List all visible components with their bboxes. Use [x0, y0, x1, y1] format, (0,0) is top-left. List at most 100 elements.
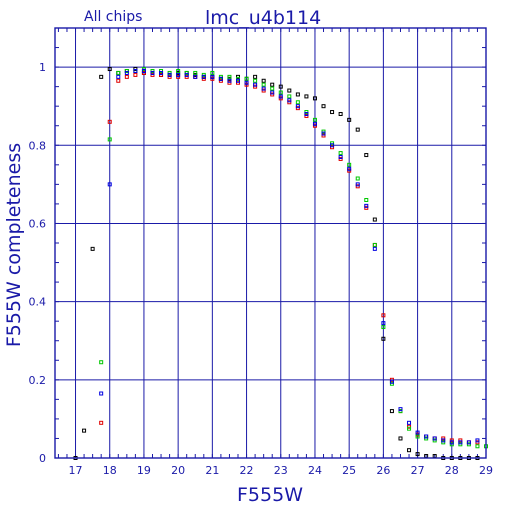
x-axis-label: F555W — [237, 484, 303, 506]
data-point — [227, 78, 232, 83]
y-tick-label: 0.8 — [29, 139, 47, 152]
data-point — [176, 72, 181, 77]
data-point — [338, 155, 343, 159]
x-tick-label: 22 — [240, 464, 254, 477]
y-tick-label: 0.4 — [29, 296, 47, 309]
data-point — [99, 391, 104, 396]
data-point — [355, 127, 360, 132]
data-point — [253, 82, 258, 87]
data-point — [287, 98, 292, 103]
data-point — [304, 112, 309, 116]
y-tick-label: 0.6 — [29, 217, 47, 230]
data-point — [90, 246, 95, 251]
x-tick-label: 25 — [342, 464, 356, 477]
data-point — [82, 428, 87, 433]
data-point — [210, 70, 215, 75]
data-point — [381, 336, 386, 341]
data-point — [116, 70, 121, 75]
data-point — [441, 438, 446, 443]
data-point — [167, 72, 172, 77]
data-point — [124, 70, 129, 75]
data-point — [415, 430, 420, 435]
data-point — [347, 162, 352, 167]
data-point — [312, 121, 317, 126]
y-tick-label: 0.2 — [29, 374, 47, 387]
data-point — [338, 112, 343, 116]
data-point — [407, 426, 412, 431]
data-point — [278, 90, 283, 95]
data-point — [193, 70, 198, 75]
data-point — [432, 436, 437, 441]
data-point — [133, 69, 138, 73]
data-point — [176, 69, 181, 73]
data-point — [287, 88, 292, 93]
data-point — [295, 104, 300, 109]
data-point — [287, 94, 292, 99]
x-tick-label: 20 — [171, 464, 185, 477]
data-point — [150, 70, 155, 75]
x-tick-labels: 17 18 19 20 21 22 23 24 25 26 27 28 29 — [69, 464, 493, 477]
data-point — [312, 96, 317, 101]
data-point — [124, 74, 129, 79]
x-tick-label: 18 — [103, 464, 117, 477]
series-blue — [99, 69, 480, 445]
x-tick-label: 29 — [479, 464, 493, 477]
data-point — [99, 360, 104, 365]
data-point — [398, 436, 403, 441]
data-point — [475, 438, 480, 443]
data-point — [244, 80, 249, 85]
data-point — [107, 67, 112, 72]
data-point — [261, 82, 266, 87]
data-point — [347, 166, 352, 171]
x-tick-label: 23 — [274, 464, 288, 477]
data-point — [389, 409, 394, 414]
data-point — [193, 74, 198, 79]
data-point — [236, 78, 241, 83]
data-point — [107, 182, 112, 187]
data-point — [184, 72, 189, 77]
data-point — [270, 86, 275, 91]
data-point — [415, 434, 420, 439]
x-tick-label: 27 — [411, 464, 425, 477]
data-point — [218, 76, 223, 81]
data-point — [99, 74, 104, 79]
data-point — [253, 74, 258, 79]
data-point — [458, 440, 463, 445]
data-point — [338, 151, 343, 156]
x-tick-label: 28 — [445, 464, 459, 477]
data-point — [116, 74, 121, 79]
data-point — [347, 117, 352, 122]
data-point — [201, 74, 206, 79]
data-point — [295, 92, 300, 97]
data-point — [355, 182, 360, 187]
data-point — [381, 321, 386, 326]
data-point — [381, 325, 386, 330]
data-point — [278, 94, 283, 99]
data-point — [261, 78, 266, 83]
data-point — [261, 86, 266, 91]
data-point — [424, 434, 429, 439]
data-point — [253, 78, 258, 83]
data-point — [159, 70, 164, 75]
data-point — [227, 74, 232, 79]
data-point — [381, 313, 386, 318]
data-point — [295, 100, 300, 105]
data-point — [321, 131, 326, 136]
plot-frame — [54, 27, 487, 459]
data-point — [415, 452, 420, 457]
data-point — [304, 94, 309, 99]
data-point — [210, 74, 215, 79]
x-tick-label: 19 — [137, 464, 151, 477]
y-tick-label: 0 — [39, 452, 46, 465]
data-point — [364, 198, 369, 202]
x-tick-label: 24 — [308, 464, 322, 477]
data-point — [372, 242, 377, 247]
data-point — [321, 104, 326, 109]
data-point — [270, 82, 275, 87]
data-point — [133, 72, 138, 77]
data-point — [372, 246, 377, 251]
data-point — [364, 153, 369, 158]
data-point — [244, 76, 249, 81]
